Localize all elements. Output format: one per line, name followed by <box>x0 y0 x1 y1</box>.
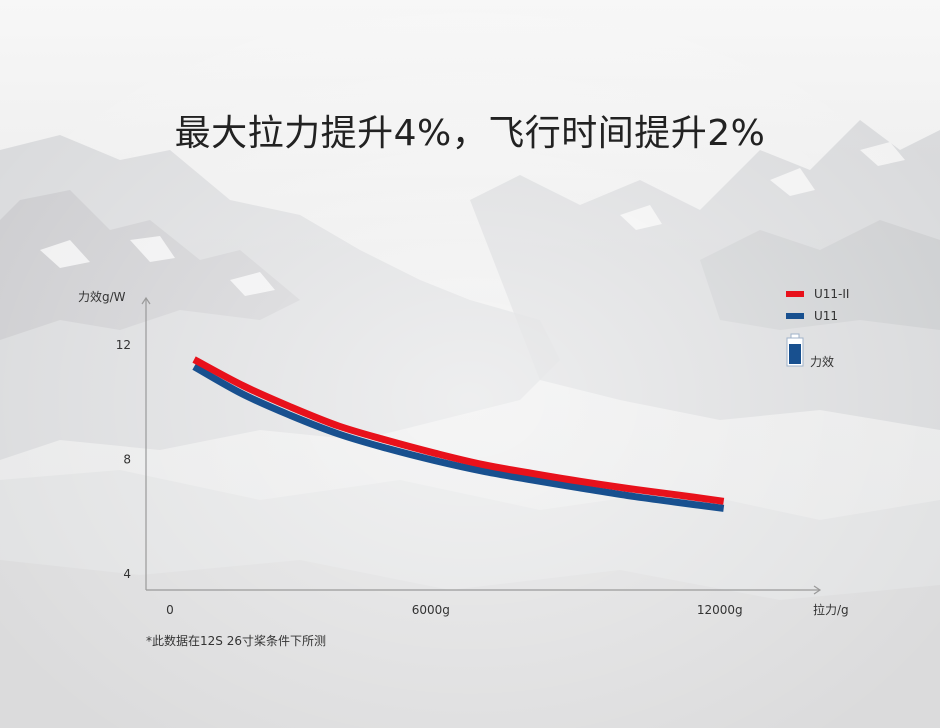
y-tick-label: 4 <box>123 567 131 581</box>
series-line-u11-ii <box>192 356 725 505</box>
x-tick-label: 6000g <box>412 603 450 617</box>
x-axis-arrow <box>813 585 822 595</box>
x-tick-label: 12000g <box>697 603 743 617</box>
legend-note: 力效 <box>810 354 834 369</box>
chart-legend: U11-II U11 力效 <box>786 287 849 369</box>
chart-series <box>192 356 725 512</box>
x-axis-label: 拉力/g <box>813 602 849 617</box>
x-tick-label: 0 <box>166 603 174 617</box>
y-tick-label: 8 <box>123 452 131 466</box>
legend-label-u11-ii: U11-II <box>814 287 849 301</box>
legend-swatch-u11 <box>786 313 804 319</box>
legend-swatch-u11-ii <box>786 291 804 297</box>
legend-label-u11: U11 <box>814 309 838 323</box>
y-axis-arrow <box>141 296 151 305</box>
chart-ticks: 4 8 12 0 6000g 12000g <box>116 338 743 617</box>
headline: 最大拉力提升4%，飞行时间提升2% <box>174 113 766 154</box>
y-axis-label: 力效g/W <box>78 289 126 304</box>
series-line-u11 <box>192 363 725 512</box>
battery-fill-icon <box>789 344 801 364</box>
footnote: *此数据在12S 26寸桨条件下所测 <box>146 634 326 648</box>
y-tick-label: 12 <box>116 338 131 352</box>
chart-axes: 力效g/W 拉力/g <box>78 289 849 617</box>
battery-cap-icon <box>790 333 800 339</box>
